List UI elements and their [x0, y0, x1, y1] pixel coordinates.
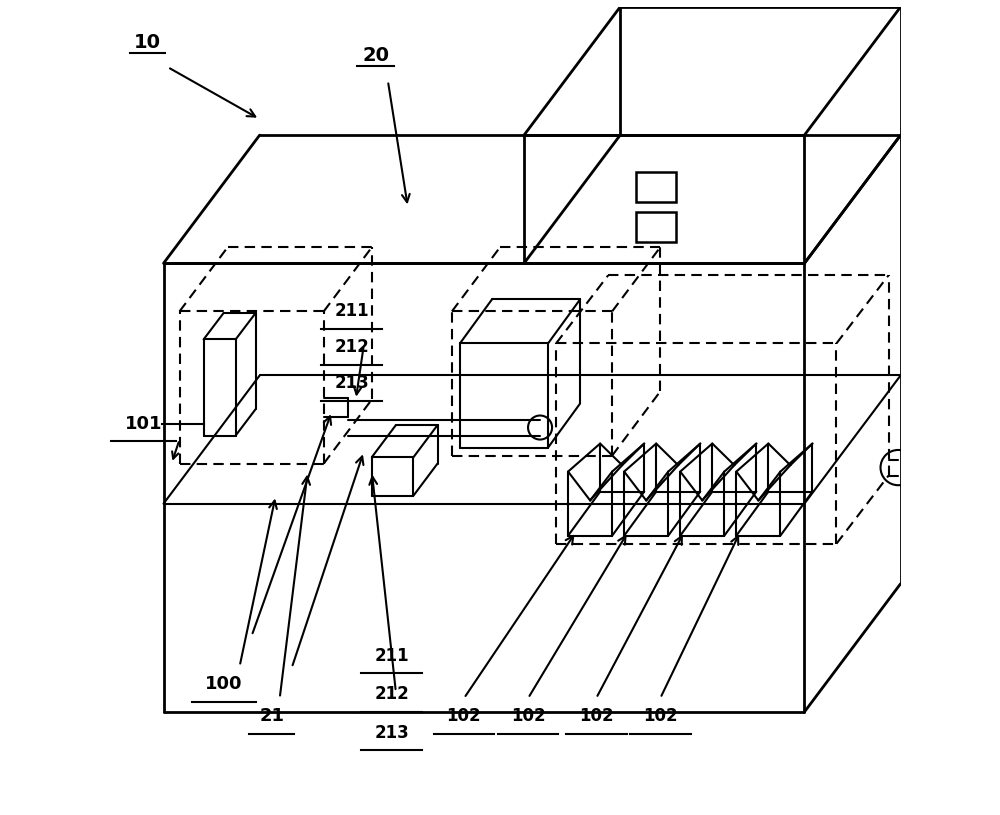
Text: 101: 101 [125, 415, 162, 433]
Text: 102: 102 [447, 707, 481, 725]
Text: 211: 211 [334, 302, 369, 320]
Text: 213: 213 [334, 374, 369, 393]
Text: 212: 212 [374, 685, 409, 703]
Bar [636, 172, 676, 202]
Text: 102: 102 [511, 707, 545, 725]
Bar [636, 212, 676, 243]
Text: 102: 102 [643, 707, 678, 725]
Text: 213: 213 [374, 724, 409, 742]
Text: 212: 212 [334, 338, 369, 356]
Text: 10: 10 [134, 33, 161, 52]
Text: 21: 21 [259, 707, 284, 725]
Text: 211: 211 [375, 647, 409, 665]
Text: 20: 20 [362, 46, 389, 64]
Text: 100: 100 [205, 675, 242, 693]
Text: 102: 102 [579, 707, 613, 725]
